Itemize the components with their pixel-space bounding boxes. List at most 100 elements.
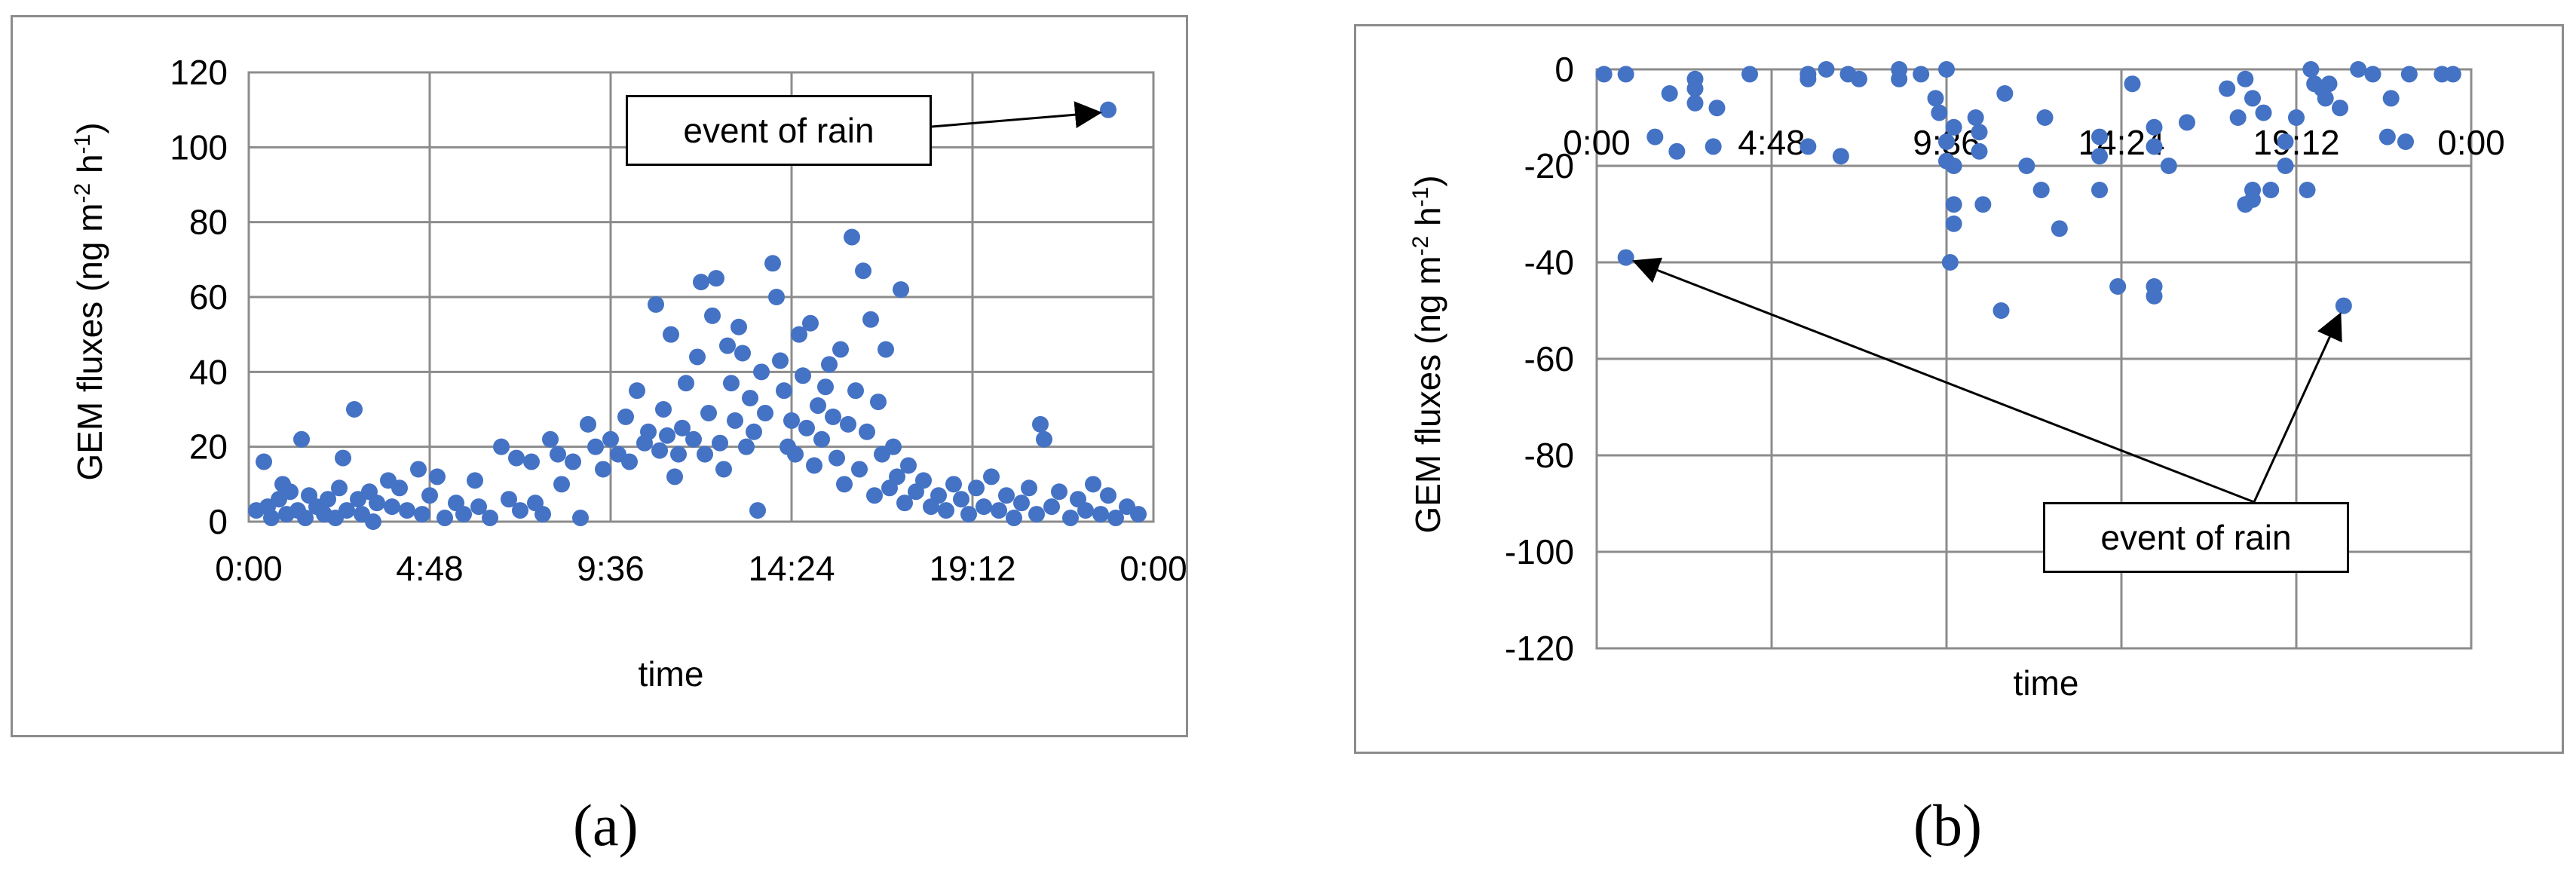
- chart-a-point: [866, 487, 883, 504]
- chart-a-point: [708, 270, 724, 287]
- chart-a-point: [493, 438, 510, 455]
- chart-b-x-tick-label: 0:00: [1563, 123, 1631, 162]
- chart-b-point: [2219, 80, 2236, 97]
- chart-a-point: [1077, 502, 1094, 519]
- chart-a-point: [689, 348, 706, 366]
- chart-a-point: [1100, 101, 1116, 118]
- chart-a-point: [953, 491, 969, 508]
- chart-a-y-axis-title: GEM fluxes (ng m-2 h-1): [70, 122, 110, 480]
- chart-a-point: [700, 404, 717, 421]
- chart-a-point: [501, 491, 517, 508]
- chart-b-point: [2146, 287, 2163, 305]
- chart-b-y-tick-label: -100: [1505, 532, 1574, 571]
- chart-a-point: [331, 479, 348, 497]
- chart-a-point: [663, 326, 679, 343]
- chart-a-point: [870, 394, 887, 411]
- chart-b-point: [2237, 70, 2254, 87]
- chart-b-point: [1945, 158, 1962, 174]
- chart-a-point: [482, 510, 498, 527]
- chart-b-point: [1945, 215, 1962, 232]
- chart-b-point: [2124, 75, 2141, 93]
- chart-a-point: [565, 453, 581, 470]
- chart-a-point: [930, 487, 947, 504]
- chart-a-annotation-arrow: [931, 101, 1102, 129]
- chart-b-point: [2255, 104, 2272, 121]
- chart-a-point: [896, 495, 913, 512]
- chart-b-point: [1661, 85, 1678, 102]
- chart-a-point: [410, 461, 427, 478]
- chart-b-point: [1996, 85, 2014, 102]
- chart-b-point: [1931, 104, 1948, 121]
- chart-a-point: [256, 453, 272, 470]
- chart-b-point: [2244, 191, 2261, 208]
- chart-b-point: [2332, 100, 2348, 117]
- chart-a-point: [293, 430, 310, 448]
- chart-a-point: [855, 262, 871, 280]
- chart-a-point: [1100, 487, 1116, 504]
- chart-b-point: [2091, 128, 2108, 145]
- chart-b-point: [2244, 90, 2261, 107]
- chart-a-point: [429, 468, 446, 485]
- chart-a-point: [832, 341, 849, 358]
- chart-a-point: [806, 457, 822, 474]
- chart-a-point: [825, 408, 841, 425]
- chart-b-point: [2146, 118, 2163, 136]
- chart-a-point: [1036, 430, 1052, 448]
- chart-b-point: [1971, 142, 1988, 160]
- chart-b-point: [1945, 196, 1962, 213]
- chart-b-point: [1938, 133, 1955, 150]
- chart-a-point: [553, 476, 570, 493]
- chart-b-point: [2288, 109, 2305, 126]
- chart-b-point: [1686, 94, 1704, 112]
- chart-a-point: [862, 311, 879, 328]
- chart-a-y-tick-label: 20: [189, 427, 228, 467]
- chart-b-point: [2444, 66, 2461, 83]
- chart-a-point: [580, 415, 596, 433]
- chart-b-x-tick-label: 0:00: [2437, 123, 2505, 162]
- chart-a-point: [470, 498, 487, 516]
- chart-a-point: [365, 513, 381, 530]
- chart-a-point: [670, 446, 687, 463]
- chart-a-point: [821, 356, 838, 373]
- chart-a-point: [1085, 476, 1101, 493]
- chart-a-point: [542, 430, 559, 448]
- chart-a-point: [900, 457, 917, 474]
- chart-a-point: [414, 506, 430, 523]
- chart-a-point: [297, 510, 314, 527]
- chart-b-y-tick-label: -60: [1524, 339, 1574, 378]
- chart-a-point: [651, 442, 668, 459]
- chart-a-plot-area: [247, 71, 1155, 523]
- chart-a-point: [629, 382, 645, 400]
- chart-a-y-tick-label: 80: [189, 203, 228, 242]
- chart-b-point: [2229, 109, 2247, 126]
- chart-a-point: [878, 341, 894, 358]
- chart-b-y-ticks: 0 -20 -40 -60 -80 -100 -120: [1505, 50, 1574, 668]
- chart-a-y-tick-label: 0: [208, 502, 228, 541]
- chart-a-annotation-label: event of rain: [626, 95, 932, 166]
- chart-a-point: [467, 472, 483, 489]
- chart-a-point: [436, 510, 453, 527]
- chart-b-y-tick-label: 0: [1554, 50, 1574, 89]
- chart-a-x-tick-label: 0:00: [1120, 549, 1187, 588]
- chart-a-point: [731, 318, 747, 335]
- chart-a-x-tick-label: 4:48: [396, 549, 464, 588]
- chart-a-point: [704, 307, 721, 324]
- chart-b-point: [2350, 61, 2367, 78]
- chart-a-y-tick-label: 120: [170, 53, 228, 92]
- chart-b-point: [2109, 278, 2127, 295]
- chart-a-point: [1062, 510, 1079, 527]
- chart-a-point: [1130, 506, 1147, 523]
- chart-b-y-tick-label: -20: [1524, 146, 1574, 185]
- chart-a-point: [617, 408, 634, 425]
- chart-a-point: [829, 449, 845, 467]
- chart-a-point: [1107, 510, 1124, 527]
- chart-b-point: [1891, 70, 1908, 87]
- chart-b-point: [2036, 109, 2054, 126]
- chart-a-point: [640, 423, 657, 440]
- chart-b-y-tick-label: -40: [1524, 243, 1574, 282]
- chart-a-point: [391, 479, 408, 497]
- chart-a-point: [976, 498, 992, 516]
- chart-b-annotation-arrow-1: [1632, 257, 2255, 504]
- chart-b-point: [1617, 249, 1634, 266]
